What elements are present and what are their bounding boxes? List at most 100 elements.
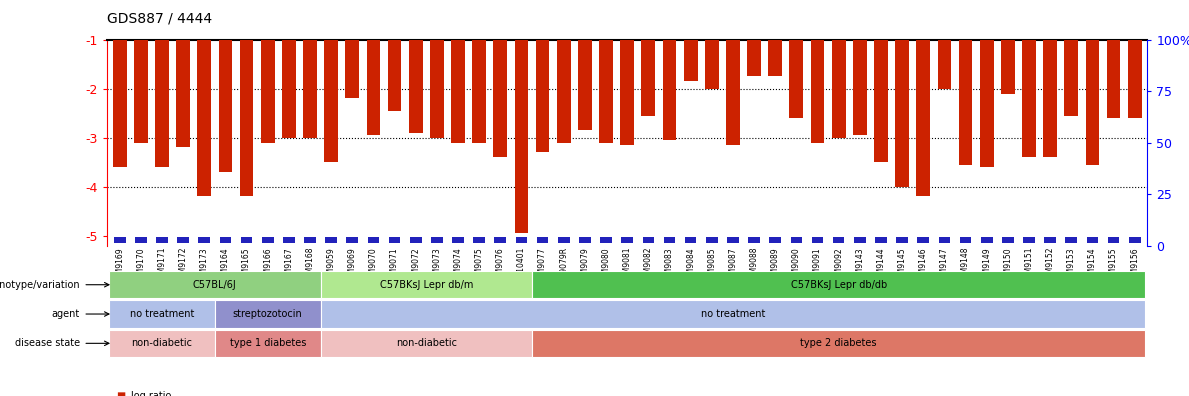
Bar	[1128, 237, 1140, 243]
Bar	[621, 0, 634, 145]
Bar	[303, 0, 317, 138]
Bar	[366, 0, 380, 135]
Bar	[325, 0, 338, 162]
Bar	[832, 237, 844, 243]
Text: streptozotocin: streptozotocin	[233, 309, 302, 319]
Bar	[622, 237, 633, 243]
Text: C57BL/6J: C57BL/6J	[193, 280, 237, 290]
Bar	[493, 0, 508, 157]
Bar	[326, 237, 336, 243]
Bar	[410, 237, 422, 243]
Bar	[981, 237, 993, 243]
Bar	[1023, 0, 1036, 157]
Bar	[980, 0, 994, 167]
Bar	[1087, 237, 1099, 243]
Bar	[1002, 237, 1014, 243]
Bar	[220, 237, 232, 243]
Bar	[747, 0, 761, 76]
Bar	[283, 237, 295, 243]
Bar	[536, 237, 548, 243]
Bar	[937, 0, 951, 89]
Bar	[531, 271, 1145, 299]
Bar	[215, 300, 321, 328]
Bar	[134, 0, 147, 143]
Bar	[726, 0, 740, 145]
Text: genotype/variation: genotype/variation	[0, 280, 80, 290]
Bar	[367, 237, 379, 243]
Bar	[642, 237, 654, 243]
Bar	[706, 237, 718, 243]
Bar	[556, 0, 571, 143]
Bar	[1064, 0, 1078, 116]
Bar	[685, 237, 697, 243]
Text: ■: ■	[117, 391, 126, 396]
Text: C57BKsJ Lepr db/db: C57BKsJ Lepr db/db	[791, 280, 887, 290]
Bar	[1023, 237, 1034, 243]
Text: type 1 diabetes: type 1 diabetes	[229, 338, 306, 348]
Bar	[1108, 237, 1119, 243]
Bar	[177, 237, 189, 243]
Bar	[853, 0, 867, 135]
Bar	[409, 0, 422, 133]
Bar	[960, 237, 971, 243]
Bar	[515, 0, 528, 233]
Bar	[897, 237, 908, 243]
Bar	[832, 0, 845, 138]
Bar	[215, 329, 321, 357]
Bar	[432, 237, 442, 243]
Bar	[282, 0, 296, 138]
Text: no treatment: no treatment	[130, 309, 194, 319]
Text: no treatment: no treatment	[700, 309, 765, 319]
Bar	[1044, 237, 1056, 243]
Bar	[536, 0, 549, 152]
Bar	[321, 271, 531, 299]
Bar	[199, 237, 210, 243]
Bar	[114, 237, 126, 243]
Bar	[579, 237, 591, 243]
Bar	[321, 329, 531, 357]
Text: GDS887 / 4444: GDS887 / 4444	[107, 12, 212, 26]
Bar	[176, 0, 190, 147]
Bar	[789, 0, 804, 118]
Bar	[958, 0, 973, 165]
Bar	[262, 237, 273, 243]
Bar	[430, 0, 443, 138]
Bar	[1065, 237, 1077, 243]
Bar	[304, 237, 316, 243]
Text: C57BKsJ Lepr db/m: C57BKsJ Lepr db/m	[379, 280, 473, 290]
Bar	[473, 237, 485, 243]
Bar	[388, 0, 402, 111]
Bar	[663, 237, 675, 243]
Bar	[1001, 0, 1014, 93]
Bar	[531, 329, 1145, 357]
Bar	[748, 237, 760, 243]
Bar	[156, 237, 168, 243]
Bar	[1043, 0, 1057, 157]
Text: type 2 diabetes: type 2 diabetes	[800, 338, 877, 348]
Bar	[240, 237, 252, 243]
Bar	[155, 0, 169, 167]
Bar	[705, 0, 718, 89]
Text: agent: agent	[51, 309, 80, 319]
Bar	[109, 329, 215, 357]
Bar	[875, 237, 887, 243]
Bar	[109, 271, 321, 299]
Bar	[516, 237, 527, 243]
Bar	[769, 237, 781, 243]
Bar	[728, 237, 738, 243]
Bar	[136, 237, 146, 243]
Text: disease state: disease state	[14, 338, 80, 348]
Bar	[495, 237, 507, 243]
Bar	[812, 237, 823, 243]
Bar	[109, 300, 215, 328]
Bar	[451, 0, 465, 143]
Bar	[558, 237, 570, 243]
Bar	[1086, 0, 1100, 165]
Bar	[811, 0, 824, 143]
Bar	[662, 0, 677, 140]
Bar	[389, 237, 401, 243]
Bar	[895, 0, 908, 187]
Bar	[346, 237, 358, 243]
Bar	[918, 237, 929, 243]
Text: non-diabetic: non-diabetic	[132, 338, 193, 348]
